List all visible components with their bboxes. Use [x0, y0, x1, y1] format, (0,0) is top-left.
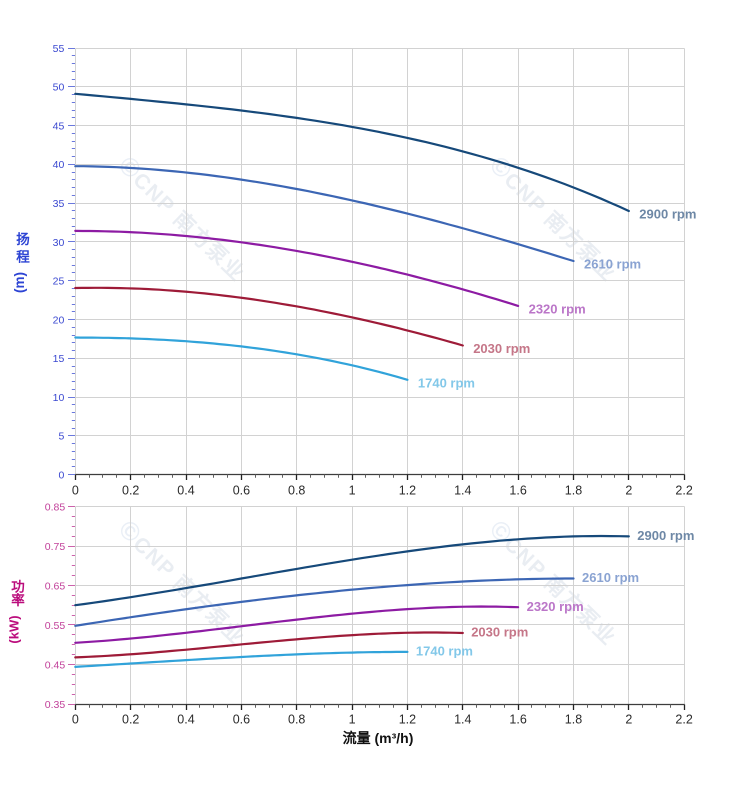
svg-text:1.4: 1.4 — [454, 484, 471, 498]
svg-text:0.8: 0.8 — [288, 712, 305, 726]
svg-text:0.45: 0.45 — [45, 659, 66, 671]
svg-text:30: 30 — [53, 237, 65, 249]
svg-text:45: 45 — [53, 120, 65, 132]
svg-text:率: 率 — [11, 592, 25, 608]
svg-text:2900 rpm: 2900 rpm — [637, 528, 694, 543]
svg-text:0.4: 0.4 — [177, 484, 194, 498]
svg-text:40: 40 — [53, 159, 65, 171]
svg-text:10: 10 — [53, 392, 65, 404]
svg-text:2610 rpm: 2610 rpm — [582, 570, 639, 585]
svg-text:0.6: 0.6 — [233, 712, 250, 726]
svg-text:1: 1 — [349, 712, 356, 726]
svg-text:0.85: 0.85 — [45, 501, 66, 513]
svg-text:35: 35 — [53, 198, 65, 210]
svg-text:1: 1 — [349, 484, 356, 498]
svg-text:0.2: 0.2 — [122, 712, 139, 726]
svg-text:1.2: 1.2 — [399, 712, 416, 726]
svg-text:0.35: 0.35 — [45, 699, 66, 711]
svg-text:(m): (m) — [12, 272, 27, 293]
svg-text:1.8: 1.8 — [565, 712, 582, 726]
svg-text:55: 55 — [53, 43, 65, 55]
svg-text:1740 rpm: 1740 rpm — [418, 375, 475, 390]
svg-text:(kW): (kW) — [7, 615, 22, 643]
svg-text:1740 rpm: 1740 rpm — [416, 644, 473, 659]
svg-text:2320 rpm: 2320 rpm — [527, 599, 584, 614]
svg-text:0.2: 0.2 — [122, 484, 139, 498]
svg-text:2320 rpm: 2320 rpm — [529, 302, 586, 317]
svg-text:程: 程 — [16, 249, 30, 264]
svg-text:0.8: 0.8 — [288, 484, 305, 498]
svg-text:2030 rpm: 2030 rpm — [473, 341, 530, 356]
svg-text:2900 rpm: 2900 rpm — [639, 207, 696, 222]
svg-text:0.75: 0.75 — [45, 541, 66, 553]
svg-text:2030 rpm: 2030 rpm — [471, 625, 528, 640]
svg-text:0: 0 — [58, 470, 64, 482]
svg-text:0.6: 0.6 — [233, 484, 250, 498]
svg-text:1.8: 1.8 — [565, 484, 582, 498]
svg-text:0.65: 0.65 — [45, 580, 66, 592]
svg-text:0: 0 — [72, 712, 79, 726]
svg-text:15: 15 — [53, 353, 65, 365]
svg-text:2610 rpm: 2610 rpm — [584, 257, 641, 272]
svg-text:5: 5 — [58, 431, 64, 443]
svg-text:2.2: 2.2 — [675, 484, 692, 498]
svg-text:25: 25 — [53, 276, 65, 288]
svg-text:2.2: 2.2 — [675, 712, 692, 726]
svg-text:1.4: 1.4 — [454, 712, 471, 726]
svg-text:2: 2 — [625, 484, 632, 498]
svg-text:1.6: 1.6 — [509, 712, 526, 726]
svg-text:50: 50 — [53, 82, 65, 94]
svg-text:功: 功 — [11, 580, 25, 595]
svg-text:1.2: 1.2 — [399, 484, 416, 498]
svg-text:0.55: 0.55 — [45, 620, 66, 632]
svg-text:1.6: 1.6 — [509, 484, 526, 498]
svg-text:流量 (m³/h): 流量 (m³/h) — [343, 730, 414, 746]
svg-text:20: 20 — [53, 314, 65, 326]
svg-text:0.4: 0.4 — [177, 712, 194, 726]
svg-text:扬: 扬 — [16, 231, 30, 247]
svg-text:2: 2 — [625, 712, 632, 726]
svg-text:0: 0 — [72, 484, 79, 498]
